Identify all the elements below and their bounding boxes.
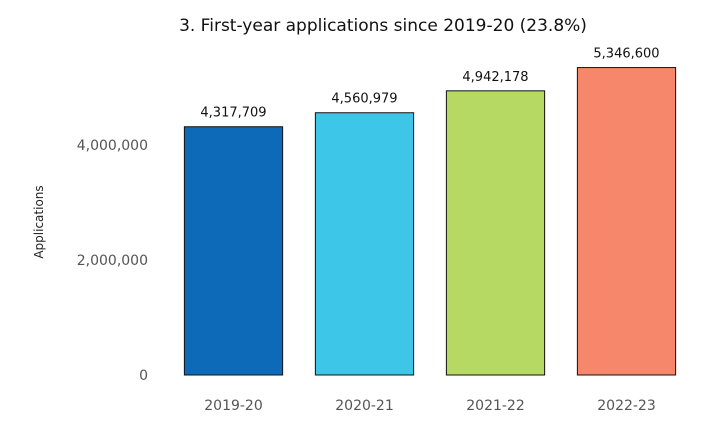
y-axis-ticks: 0 2,000,000 4,000,000 xyxy=(77,138,148,384)
data-label-2019-20: 4,317,709 xyxy=(200,106,266,121)
chart-title: 3. First-year applications since 2019-20… xyxy=(179,16,587,36)
x-tick-label-2020-21: 2020-21 xyxy=(335,398,394,414)
y-tick-label: 2,000,000 xyxy=(77,253,148,269)
bar-2019-20 xyxy=(184,127,282,375)
bar-2021-22 xyxy=(446,91,544,375)
x-axis-ticks: 2019-20 2020-21 2021-22 2022-23 xyxy=(204,398,656,414)
data-label-2020-21: 4,560,979 xyxy=(331,92,397,107)
data-label-2021-22: 4,942,178 xyxy=(462,70,528,85)
y-tick-label: 4,000,000 xyxy=(77,138,148,154)
x-tick-label-2022-23: 2022-23 xyxy=(597,398,656,414)
bar-2020-21 xyxy=(315,113,413,375)
data-label-2022-23: 5,346,600 xyxy=(593,47,659,62)
y-tick-label: 0 xyxy=(139,368,148,384)
y-axis-label: Applications xyxy=(32,185,46,258)
bar-2022-23 xyxy=(577,68,675,375)
x-tick-label-2021-22: 2021-22 xyxy=(466,398,525,414)
x-tick-label-2019-20: 2019-20 xyxy=(204,398,263,414)
